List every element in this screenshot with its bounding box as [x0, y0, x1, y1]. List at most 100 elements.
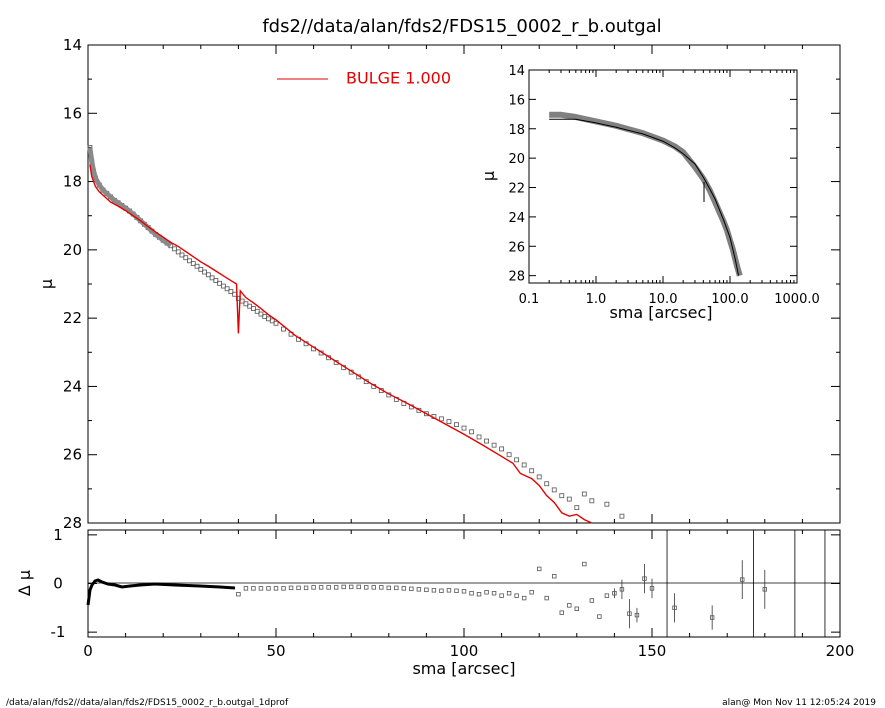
inset-y-tick-label: 16 — [508, 93, 525, 108]
residual-point — [424, 587, 429, 593]
residual-point — [537, 566, 542, 572]
residual-point — [379, 585, 384, 590]
residual-point — [762, 587, 767, 592]
residual-point — [439, 588, 444, 593]
residual-point — [251, 586, 256, 591]
residual-point — [499, 593, 504, 598]
data-point — [187, 258, 192, 264]
inset-y-tick-label: 14 — [508, 64, 525, 79]
residual-x-tick-label: 200 — [826, 642, 855, 660]
data-point — [228, 289, 234, 294]
inset-x-tick-label: 10.0 — [649, 292, 678, 307]
data-center-band — [87, 147, 173, 248]
data-point — [566, 496, 572, 502]
residual-point — [409, 586, 414, 592]
data-point — [254, 308, 260, 314]
inset-x-tick-label: 1.0 — [586, 292, 607, 307]
residual-point — [521, 595, 527, 601]
residual-point — [552, 574, 557, 579]
legend-label: BULGE 1.000 — [346, 69, 451, 88]
residual-x-tick-label: 100 — [450, 642, 479, 660]
data-point — [179, 252, 185, 258]
data-point — [446, 419, 452, 424]
data-point — [619, 513, 625, 519]
data-point — [461, 425, 467, 431]
data-point — [506, 452, 512, 458]
residual-point — [544, 595, 549, 601]
residual-curve — [86, 578, 236, 606]
residual-point — [371, 585, 376, 590]
residual-point — [386, 585, 391, 591]
residual-point — [318, 585, 324, 590]
residual-point — [258, 586, 264, 591]
main-y-tick-label: 24 — [63, 377, 82, 395]
data-point — [484, 438, 489, 444]
residual-point — [364, 585, 369, 590]
residual-point — [627, 611, 632, 616]
inset-plot-frame — [528, 69, 798, 284]
data-point — [491, 442, 497, 448]
residual-point — [446, 588, 452, 593]
residual-point — [506, 591, 512, 596]
main-y-tick-label: 22 — [63, 309, 82, 327]
residual-point — [514, 593, 519, 598]
residual-y-tick-label: 1 — [53, 526, 63, 544]
residual-point — [281, 586, 286, 591]
data-point — [251, 306, 256, 311]
data-point — [581, 491, 587, 497]
residual-point — [469, 591, 474, 596]
data-point — [499, 446, 505, 452]
inset-y-tick-label: 22 — [508, 182, 525, 197]
residual-point — [634, 612, 640, 618]
residual-point — [740, 577, 745, 582]
main-y-tick-label: 28 — [63, 514, 82, 532]
residual-point — [401, 586, 407, 591]
residual-point — [266, 586, 271, 591]
residual-plot-frame — [87, 529, 841, 638]
residual-y-tick-label: 0 — [53, 575, 63, 593]
residual-point — [476, 592, 482, 597]
residual-point — [431, 588, 437, 593]
inset-x-tick-label: 0.1 — [519, 292, 540, 307]
data-point — [574, 505, 580, 511]
inset-x-tick-label: 1000.0 — [774, 292, 820, 307]
main-y-tick-label: 14 — [63, 36, 82, 54]
residual-point — [394, 585, 399, 591]
residual-point — [243, 586, 249, 591]
residual-point — [574, 606, 579, 611]
residual-x-tick-label: 0 — [83, 642, 93, 660]
data-point — [604, 501, 610, 507]
residual-point — [348, 584, 354, 590]
data-point — [529, 468, 535, 474]
data-point — [559, 493, 565, 499]
residual-x-axis-label: sma [arcsec] — [412, 659, 515, 678]
residual-point — [709, 615, 715, 620]
residual-point — [296, 585, 301, 591]
residual-y-tick-label: -1 — [51, 623, 66, 641]
data-point — [194, 263, 200, 269]
main-y-tick-label: 16 — [63, 104, 82, 122]
data-point — [589, 498, 595, 504]
residual-point — [612, 591, 617, 596]
data-point — [439, 416, 444, 422]
residual-point — [649, 586, 655, 591]
inset-y-tick-label: 24 — [508, 211, 525, 226]
inset-y-axis-label: μ — [479, 171, 498, 181]
inset-y-tick-label: 20 — [508, 152, 525, 167]
residual-point — [326, 585, 331, 590]
residual-point — [303, 585, 309, 591]
main-y-tick-label: 26 — [63, 446, 82, 464]
footer-path: /data/alan/fds2//data/alan/fds2/FDS15_00… — [6, 698, 289, 708]
data-point — [544, 481, 550, 487]
residual-point — [567, 603, 572, 608]
data-point — [172, 246, 177, 252]
data-point — [476, 434, 482, 440]
residual-point — [416, 587, 422, 592]
residual-point — [273, 586, 279, 591]
residual-point — [288, 585, 294, 591]
data-point — [281, 326, 286, 332]
data-point — [536, 474, 542, 480]
data-point — [521, 462, 527, 468]
residual-point — [236, 592, 241, 597]
